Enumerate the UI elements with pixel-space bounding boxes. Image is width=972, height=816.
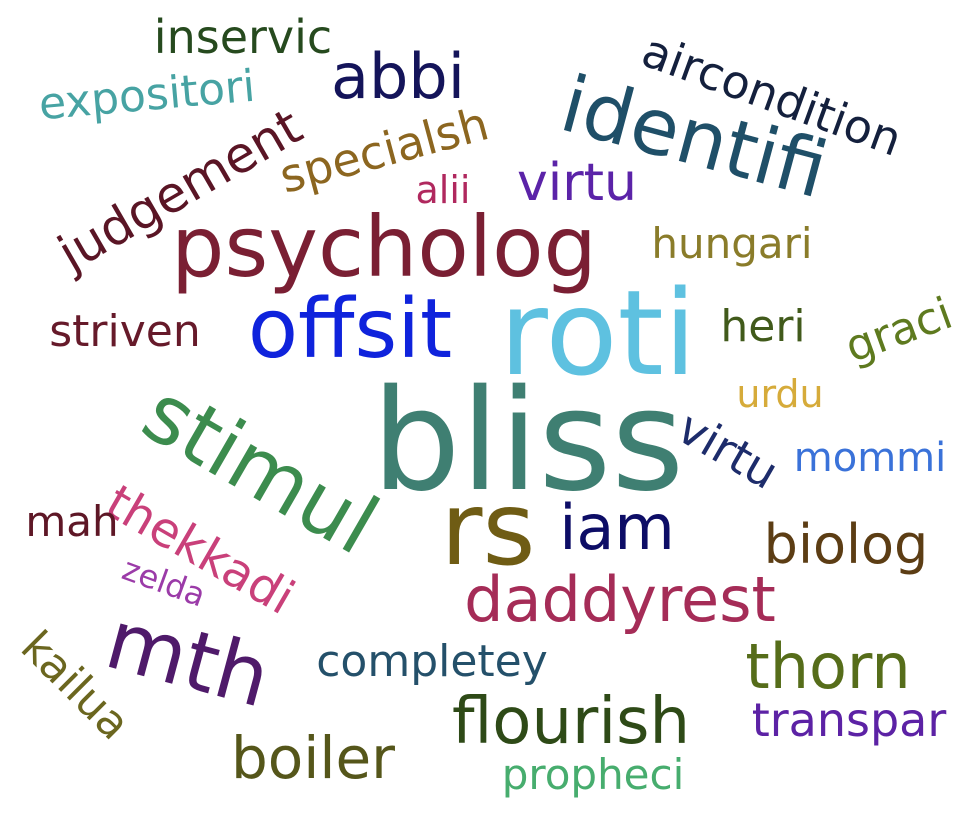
word-roti: roti	[499, 264, 697, 402]
word-biolog: biolog	[763, 513, 929, 576]
word-graci: graci	[838, 287, 959, 374]
word-bliss: bliss	[371, 360, 685, 523]
word-mah: mah	[25, 497, 119, 546]
word-urdu: urdu	[736, 372, 824, 416]
word-virtu: virtu	[668, 400, 788, 500]
word-virtu: virtu	[517, 153, 637, 213]
word-propheci: propheci	[501, 750, 685, 799]
word-psycholog: psycholog	[171, 198, 597, 296]
word-abbi: abbi	[331, 40, 465, 113]
word-thorn: thorn	[745, 630, 911, 703]
word-boiler: boiler	[230, 724, 396, 792]
word-mommi: mommi	[793, 435, 947, 481]
word-offsit: offsit	[247, 282, 453, 377]
word-daddyrest: daddyrest	[464, 563, 776, 636]
word-completey: completey	[316, 636, 548, 687]
word-rs: rs	[440, 470, 536, 589]
word-expositori: expositori	[36, 60, 258, 131]
word-alii: alii	[415, 168, 471, 212]
word-transpar: transpar	[751, 693, 947, 747]
word-heri: heri	[720, 301, 806, 352]
word-hungari: hungari	[651, 219, 813, 268]
word-iam: iam	[559, 491, 675, 564]
word-inservic: inservic	[153, 10, 333, 64]
word-striven: striven	[49, 306, 201, 357]
word-flourish: flourish	[451, 685, 691, 759]
